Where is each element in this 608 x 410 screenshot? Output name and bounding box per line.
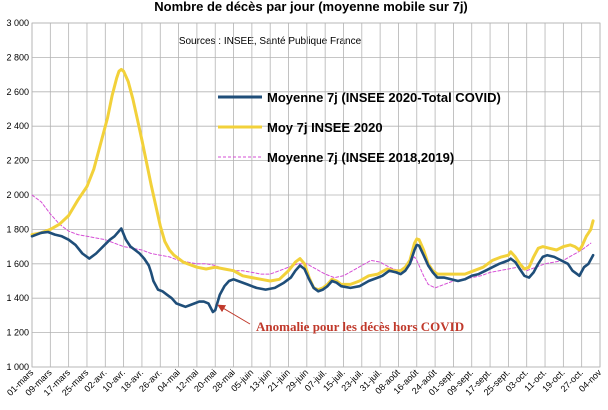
y-tick-label: 2 000 [6,190,29,200]
annotation-arrow [217,304,251,325]
series-line-2 [30,67,595,292]
legend-label-2: Moy 7j INSEE 2020 [267,120,383,135]
series-line-1 [30,227,595,314]
y-tick-label: 2 200 [6,156,29,166]
y-tick-label: 1 200 [6,328,29,338]
y-tick-label: 2 800 [6,52,29,62]
y-tick-label: 1 400 [6,293,29,303]
y-tick-label: 1 600 [6,259,29,269]
y-axis-tick-labels: 1 000 1 200 1 400 1 600 1 800 2 000 2 200 2 400… [6,18,29,372]
y-tick-label: 2 400 [6,121,29,131]
y-tick-label: 1 800 [6,224,29,234]
legend: Moyenne 7j (INSEE 2020-Total COVID) Moy 7… [218,90,501,165]
series-lines [30,67,595,314]
legend-label-1: Moyenne 7j (INSEE 2020-Total COVID) [267,90,501,105]
legend-label-3: Moyenne 7j (INSEE 2018,2019) [267,150,454,165]
annotation: Anomalie pour les décès hors COVID [217,304,464,334]
annotation-label: Anomalie pour les décès hors COVID [256,319,464,334]
y-tick-label: 2 600 [6,87,29,97]
y-tick-label: 1 000 [6,362,29,372]
series-line-3 [31,194,592,289]
y-tick-label: 3 000 [6,18,29,28]
chart-title: Nombre de décès par jour (moyenne mobile… [154,0,468,14]
